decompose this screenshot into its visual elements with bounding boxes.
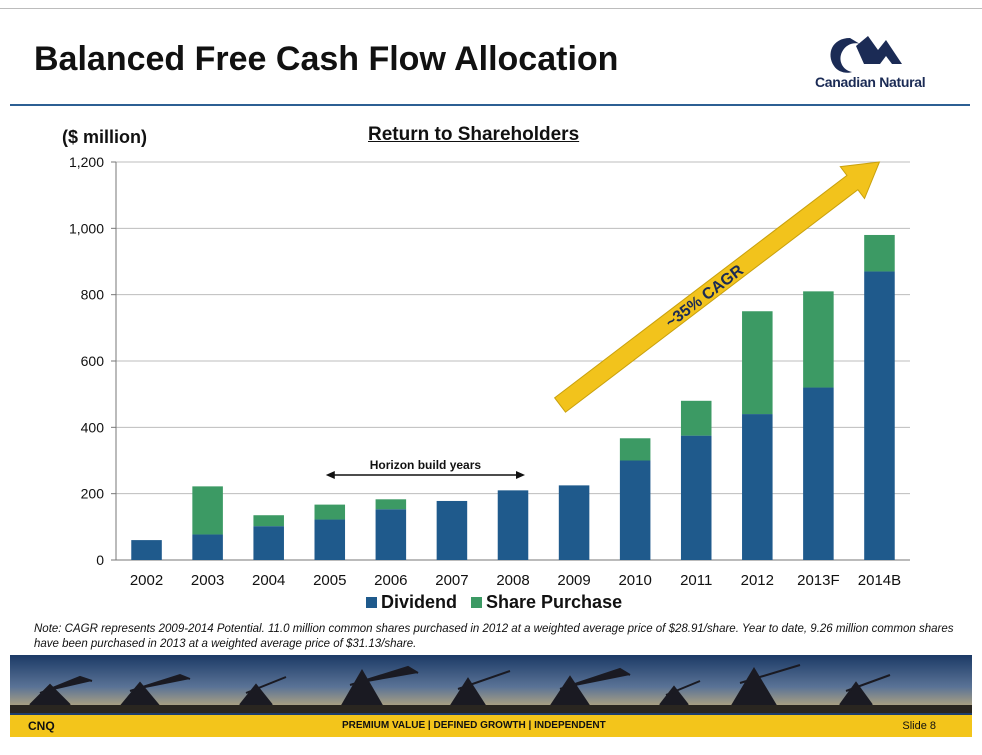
bar-share-purchase [680,400,712,436]
y-tick-label: 800 [81,287,105,303]
horizon-build-years-label: Horizon build years [370,458,482,472]
y-tick-label: 600 [81,353,105,369]
bar-dividend [619,460,651,560]
x-tick-label: 2013F [797,572,840,589]
legend-label-share-purchase: Share Purchase [486,592,623,612]
legend-item-dividend: Dividend [366,592,457,613]
bar-chart: 0 200 400 600 800 1,000 1,200 2002 2003 2004 2005 2… [69,154,910,589]
footer-tagline: PREMIUM VALUE | DEFINED GROWTH | INDEPEN… [342,720,606,731]
bar-dividend [253,526,284,560]
bar-share-purchase [803,291,834,388]
horizon-arrow-left-head [325,471,335,479]
x-tick-label: 2014B [858,572,901,589]
horizon-arrow-right-head [516,471,525,479]
bar-share-purchase [253,515,284,527]
x-tick-label: 2012 [741,572,774,589]
legend-label-dividend: Dividend [381,592,458,612]
legend-swatch-share-purchase [471,597,483,608]
y-tick-label: 0 [96,552,104,568]
slide-title: Balanced Free Cash Flow Allocation [34,40,619,78]
bar-dividend [864,271,895,560]
bar-dividend [497,490,529,560]
x-tick-label: 2007 [435,572,468,589]
y-axis-unit-label: ($ million) [62,127,147,147]
chart-title: Return to Shareholders [368,124,580,145]
x-tick-label: 2008 [496,572,529,589]
bar-dividend [680,435,712,560]
bar-share-purchase [742,311,773,415]
x-tick-label: 2005 [313,572,346,589]
footer-ticker: CNQ [28,719,55,733]
bar-share-purchase [314,504,346,520]
x-tick-label: 2011 [680,572,712,589]
title-rule [10,104,970,106]
y-tick-label: 1,200 [69,154,104,170]
y-tick-label: 400 [81,419,105,435]
bar-dividend [436,500,468,560]
top-rule [0,8,982,9]
bar-share-purchase [619,438,651,461]
logo-text: Canadian Natural [815,74,926,90]
oilfield-pumpjack-banner [10,655,972,713]
bar-dividend [558,485,590,560]
bar-share-purchase [375,499,407,510]
x-tick-label: 2004 [252,572,285,589]
legend-item-share-purchase: Share Purchase [471,592,622,613]
footer-bar: CNQ PREMIUM VALUE | DEFINED GROWTH | IND… [10,713,972,737]
x-tick-label: 2010 [618,572,651,589]
x-tick-label: 2006 [374,572,407,589]
canadian-natural-logo-icon [830,36,902,73]
legend-swatch-dividend [366,597,377,608]
bar-share-purchase [864,234,895,272]
bar-dividend [742,414,773,560]
bar-dividend [192,534,223,560]
footer-slide-number: Slide 8 [902,720,936,732]
x-tick-label: 2009 [557,572,590,589]
bar-dividend [314,519,346,560]
bar-share-purchase [192,486,223,535]
y-tick-label: 1,000 [69,220,104,236]
bar-dividend [131,540,162,560]
bar-dividend [803,387,834,560]
x-tick-label: 2003 [191,572,224,589]
cagr-label: ~35% CAGR [663,262,748,332]
y-tick-label: 200 [81,486,105,502]
x-tick-label: 2002 [130,572,163,589]
cagr-arrow [553,161,881,413]
footnote: Note: CAGR represents 2009-2014 Potentia… [34,623,954,650]
chart-legend: Dividend Share Purchase [366,592,630,613]
bar-dividend [375,509,407,560]
